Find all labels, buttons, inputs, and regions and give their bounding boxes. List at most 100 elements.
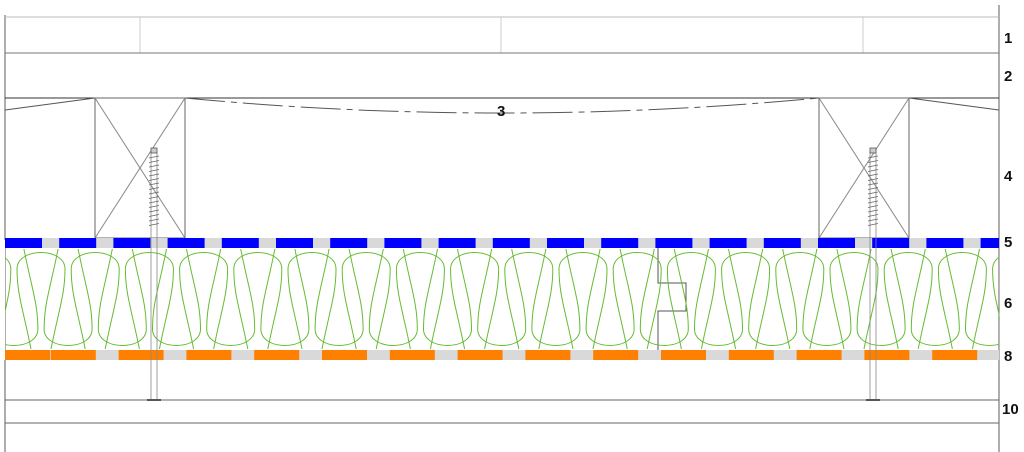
membrane-dash [932, 350, 978, 360]
membrane-dash [728, 350, 774, 360]
dashed-arc-left [4, 97, 96, 111]
membrane-dash [389, 350, 435, 360]
vapour-barrier-dash [763, 238, 801, 248]
insulation-loop [16, 252, 66, 350]
screw-thread [148, 223, 160, 226]
insulation [0, 240, 1024, 360]
membrane-dash [118, 350, 164, 360]
joist-cross [94, 97, 186, 239]
vapour-barrier-dash [276, 238, 313, 248]
screw-thread [148, 173, 160, 177]
insulation-loop [558, 252, 608, 350]
screw-thread [148, 191, 160, 195]
insulation-loop [721, 252, 771, 350]
vapour-barrier-dash [547, 238, 584, 248]
screw-thread [867, 218, 879, 222]
insulation-loop [639, 248, 689, 346]
vapour-barrier-dash [5, 238, 42, 248]
insulation-loop [179, 252, 229, 350]
membrane-dash [525, 350, 571, 360]
screw-thread [867, 191, 879, 195]
insulation-loop [666, 252, 716, 350]
insulation-loop [856, 248, 906, 346]
label-5: 5 [1004, 234, 1012, 251]
label-4: 4 [1004, 168, 1013, 185]
screw-thread [148, 187, 160, 190]
vapour-barrier-dash [384, 238, 422, 248]
screw-thread [148, 155, 160, 159]
membrane-dash [5, 350, 50, 360]
screw-thread [148, 160, 160, 163]
label-6: 6 [1004, 295, 1012, 312]
membrane-dash [864, 350, 910, 360]
insulation-loop [368, 248, 418, 346]
label-3: 3 [497, 103, 505, 120]
label-2: 2 [1004, 68, 1012, 85]
vapour-barrier-dash [113, 238, 151, 248]
dashed-arc-right [908, 97, 1000, 111]
membrane-dash [796, 350, 842, 360]
insulation-loop [504, 252, 554, 350]
insulation-loop [775, 252, 825, 350]
screw-thread [867, 205, 879, 208]
insulation-loop [206, 248, 256, 346]
membranes [5, 238, 999, 360]
vapour-barrier-dash [980, 238, 999, 248]
membrane-dash [322, 350, 367, 360]
vapour-barrier-dash [818, 238, 855, 248]
vapour-barrier-dash [709, 238, 747, 248]
screw-thread [867, 187, 879, 190]
screw-thread [867, 164, 879, 168]
screw-thread [148, 205, 160, 208]
screw-thread [148, 178, 160, 181]
screw-thread [867, 214, 879, 217]
insulation-loop [829, 252, 879, 350]
vapour-barrier-dash [221, 238, 259, 248]
screw-thread [867, 155, 879, 159]
vapour-barrier-dash [872, 238, 910, 248]
vapour-barrier-dash [926, 238, 964, 248]
insulation-loop [531, 248, 581, 346]
insulation-loop [341, 252, 391, 350]
screw-thread [867, 209, 879, 213]
insulation-loop [124, 252, 174, 350]
membrane-dash [50, 350, 96, 360]
labels: 1 2 3 4 5 6 8 10 [497, 30, 1019, 418]
screw-thread [867, 223, 879, 226]
insulation-loop [260, 248, 310, 346]
membrane-dash [661, 350, 706, 360]
vapour-barrier-dash [655, 238, 693, 248]
insulation-loop [97, 248, 147, 346]
screw-thread [867, 173, 879, 177]
membrane-dash [254, 350, 300, 360]
insulation-loop [395, 252, 445, 350]
insulation-loop [477, 248, 527, 346]
membrane-dash [186, 350, 232, 360]
insulation-loop [43, 248, 93, 346]
vapour-barrier-dash [59, 238, 97, 248]
joist-cross [818, 97, 910, 239]
joists [94, 97, 910, 239]
insulation-loop [883, 252, 933, 350]
insulation-loop [748, 248, 798, 346]
joint-line [657, 248, 687, 350]
screw-thread [148, 169, 160, 172]
insulation-loop [937, 252, 987, 350]
insulation-loop [693, 248, 744, 346]
insulation-loop [233, 252, 283, 350]
label-8: 8 [1004, 348, 1012, 365]
insulation-loop [70, 252, 120, 350]
label-1: 1 [1004, 30, 1012, 47]
label-10: 10 [1002, 401, 1019, 418]
screw-thread [867, 200, 879, 204]
insulation-loop [910, 248, 960, 346]
mask [999, 240, 1024, 360]
screws [147, 147, 880, 401]
screw-thread [148, 214, 160, 217]
mask [0, 240, 5, 360]
vapour-barrier-dash [492, 238, 530, 248]
insulation-loop [612, 252, 662, 350]
vapour-barrier-dash [601, 238, 639, 248]
